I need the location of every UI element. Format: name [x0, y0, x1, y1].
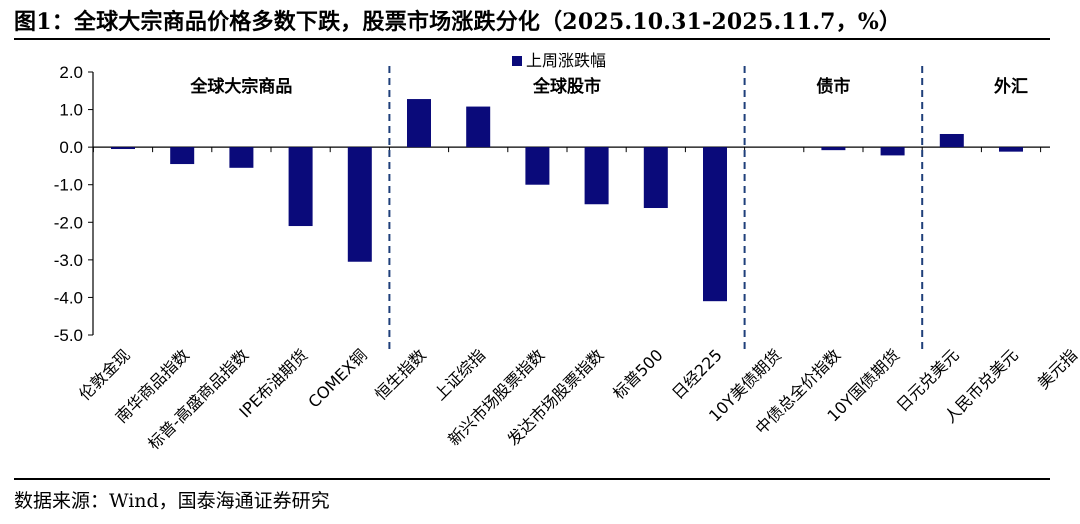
bar — [407, 99, 431, 148]
y-tick-label: -2.0 — [54, 213, 83, 232]
x-tick-label: 标普-高盛商品指数 — [144, 345, 252, 453]
bar — [466, 106, 491, 148]
y-tick-label: -4.0 — [54, 288, 83, 307]
legend-swatch — [512, 56, 522, 66]
y-tick-label: 1.0 — [59, 101, 83, 120]
bar — [999, 147, 1023, 152]
source-note: 数据来源：Wind，国泰海通证券研究 — [14, 490, 330, 512]
bar — [821, 147, 846, 151]
group-label: 债市 — [816, 76, 850, 97]
legend-label: 上周涨跌幅 — [526, 51, 606, 70]
figure-title: 图1：全球大宗商品价格多数下跌，股票市场涨跌分化（2025.10.31-2025… — [14, 9, 902, 35]
y-tick-label: -5.0 — [54, 326, 83, 345]
y-tick-label: 0.0 — [59, 138, 83, 157]
y-tick-label: -1.0 — [54, 176, 83, 195]
bar — [703, 147, 727, 302]
bar — [288, 147, 313, 227]
bar — [643, 147, 668, 209]
bar — [111, 147, 135, 150]
group-label: 全球大宗商品 — [189, 76, 292, 97]
bar — [229, 147, 254, 168]
x-tick-label: 美元指 — [1034, 345, 1080, 392]
x-tick-label: 恒生指数 — [371, 345, 430, 404]
y-tick-label: -3.0 — [54, 251, 83, 270]
top-rule — [14, 38, 1050, 40]
bottom-rule — [14, 478, 1050, 480]
x-tick-label: 伦敦金现 — [75, 345, 134, 404]
bar — [170, 147, 195, 165]
x-tick-label: 上证综指 — [430, 345, 489, 404]
bar — [939, 133, 964, 148]
group-label: 外汇 — [994, 76, 1028, 97]
bar — [584, 147, 609, 205]
x-tick-label: 标普500 — [609, 345, 667, 403]
bar — [525, 147, 550, 185]
bar — [880, 147, 905, 156]
x-tick-label: 日经225 — [668, 345, 726, 403]
group-label: 全球股市 — [532, 76, 601, 97]
x-tick-label: COMEX铜 — [304, 345, 370, 411]
y-tick-label: 2.0 — [59, 63, 83, 82]
bar — [347, 147, 372, 262]
